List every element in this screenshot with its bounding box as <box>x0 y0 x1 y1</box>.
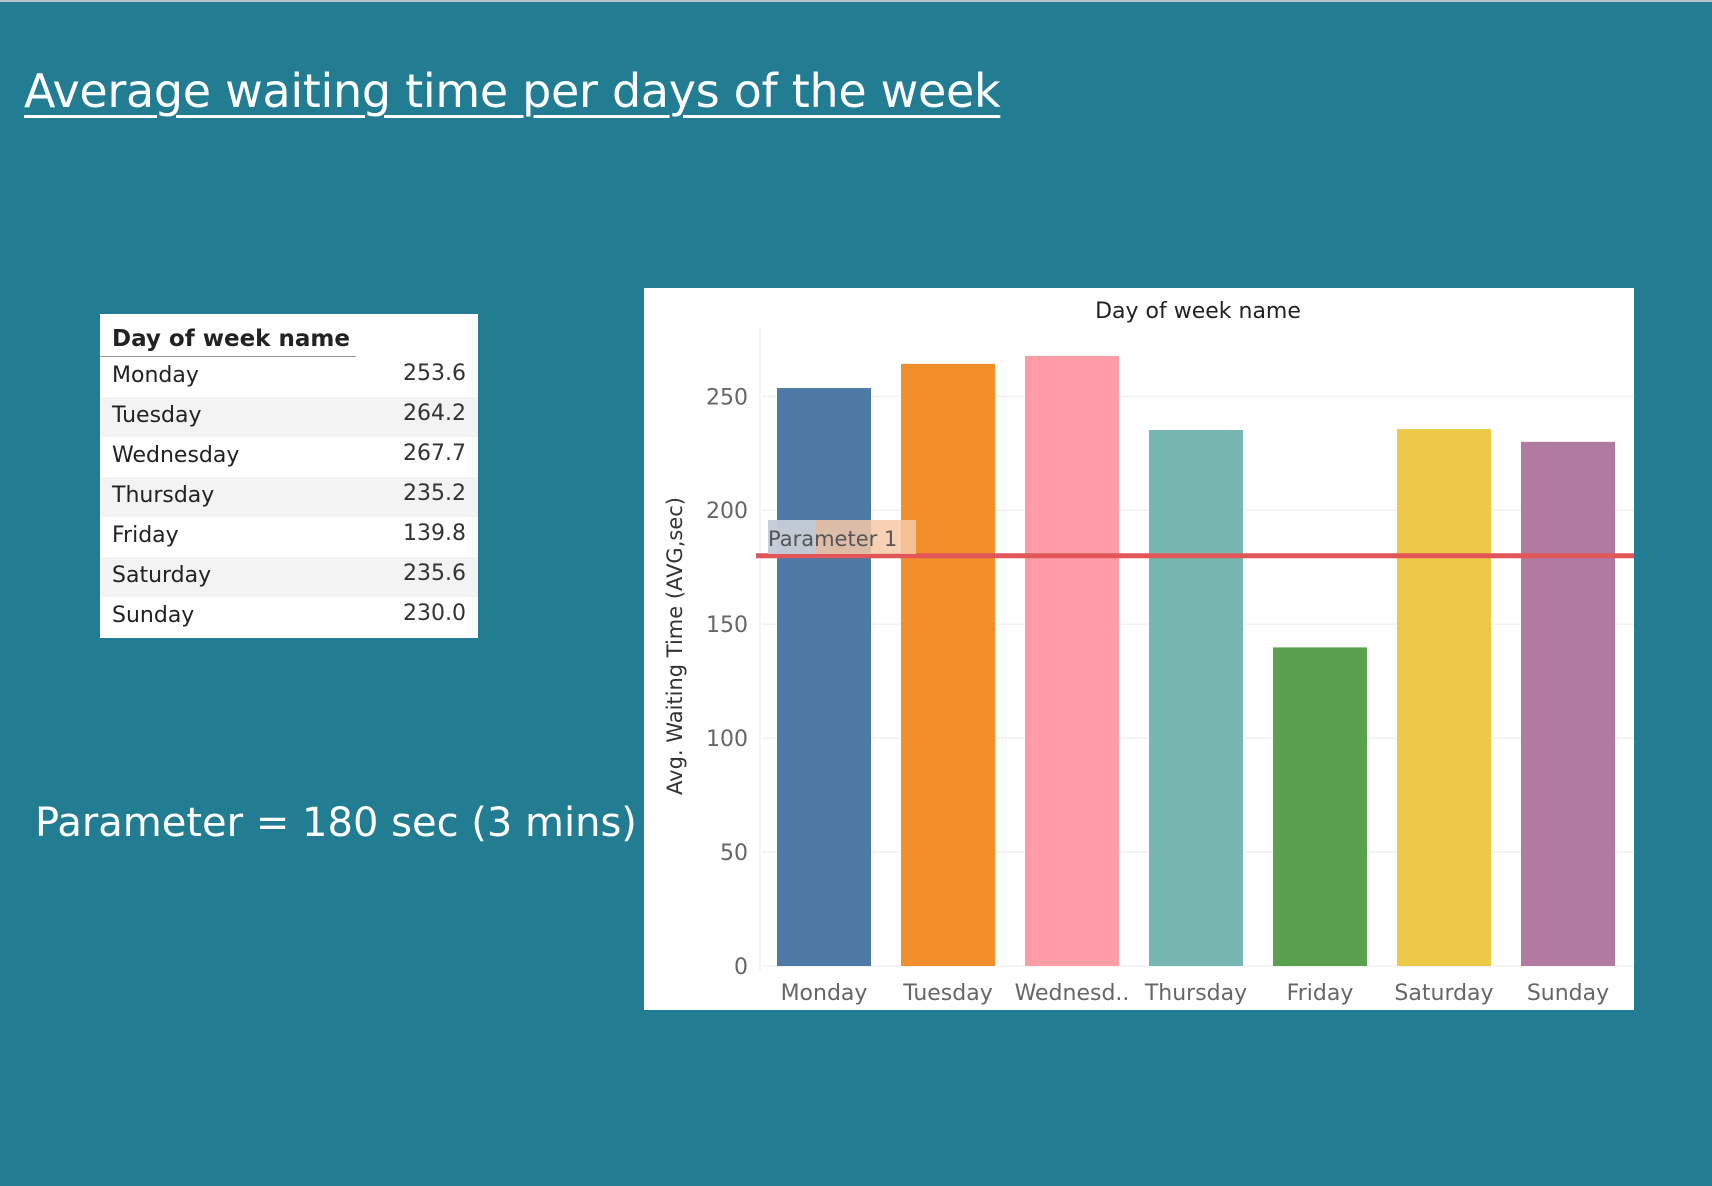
bar-tuesday <box>901 363 995 966</box>
table-cell-day: Tuesday <box>112 403 202 428</box>
table-row: Tuesday 264.2 <box>100 397 478 437</box>
table-cell-value: 264.2 <box>403 401 466 426</box>
y-tick-label: 200 <box>706 499 748 524</box>
table-row: Wednesday 267.7 <box>100 437 478 477</box>
bar-wednesd <box>1025 355 1119 966</box>
x-tick-label: Saturday <box>1394 981 1493 1006</box>
table-cell-day: Thursday <box>112 483 215 508</box>
y-tick-label: 0 <box>734 955 748 980</box>
bar-sunday <box>1521 441 1615 966</box>
x-tick-label: Tuesday <box>902 981 993 1006</box>
y-tick-label: 150 <box>706 613 748 638</box>
y-axis-label: Avg. Waiting Time (AVG,sec) <box>663 497 687 795</box>
summary-table: Day of week name Monday 253.6 Tuesday 26… <box>100 314 478 638</box>
table-row: Monday 253.6 <box>100 357 478 397</box>
table-row: Saturday 235.6 <box>100 557 478 597</box>
y-tick-label: 250 <box>706 385 748 410</box>
page-title: Average waiting time per days of the wee… <box>24 64 1001 118</box>
top-border <box>0 0 1712 2</box>
reference-label-highlight <box>768 520 816 554</box>
x-tick-label: Sunday <box>1527 981 1609 1006</box>
table-row: Sunday 230.0 <box>100 597 478 637</box>
x-tick-label: Wednesd.. <box>1015 981 1130 1006</box>
table-cell-value: 253.6 <box>403 361 466 386</box>
table-row: Thursday 235.2 <box>100 477 478 517</box>
x-tick-label: Thursday <box>1144 981 1247 1006</box>
bar-chart-card: Day of week name 0 50 100 150 200 250 Avg. Wait… <box>644 288 1634 1010</box>
bar-friday <box>1273 647 1367 966</box>
table-cell-day: Friday <box>112 523 179 548</box>
table-header: Day of week name <box>100 314 478 356</box>
y-tick-label: 50 <box>720 841 748 866</box>
y-tick-label: 100 <box>706 727 748 752</box>
table-cell-day: Sunday <box>112 603 195 628</box>
table-cell-value: 235.2 <box>403 481 466 506</box>
table-cell-value: 230.0 <box>403 601 466 626</box>
bar-monday <box>777 388 871 966</box>
bar-thursday <box>1149 429 1243 966</box>
chart-title: Day of week name <box>1095 299 1301 324</box>
header-divider <box>100 356 356 357</box>
table-cell-day: Monday <box>112 363 199 388</box>
bar-chart: Day of week name 0 50 100 150 200 250 Avg. Wait… <box>663 299 1634 1006</box>
parameter-note: Parameter = 180 sec (3 mins) <box>35 800 637 846</box>
x-tick-label: Friday <box>1287 981 1354 1006</box>
table-row: Friday 139.8 <box>100 517 478 557</box>
table-cell-value: 235.6 <box>403 561 466 586</box>
table-header-label: Day of week name <box>112 326 350 352</box>
bar-saturday <box>1397 429 1491 966</box>
table-cell-day: Saturday <box>112 563 212 588</box>
reference-line-label: Parameter 1 <box>768 527 897 551</box>
x-tick-label: Monday <box>781 981 868 1006</box>
table-cell-value: 267.7 <box>403 441 466 466</box>
table-cell-day: Wednesday <box>112 443 240 468</box>
table-cell-value: 139.8 <box>403 521 466 546</box>
